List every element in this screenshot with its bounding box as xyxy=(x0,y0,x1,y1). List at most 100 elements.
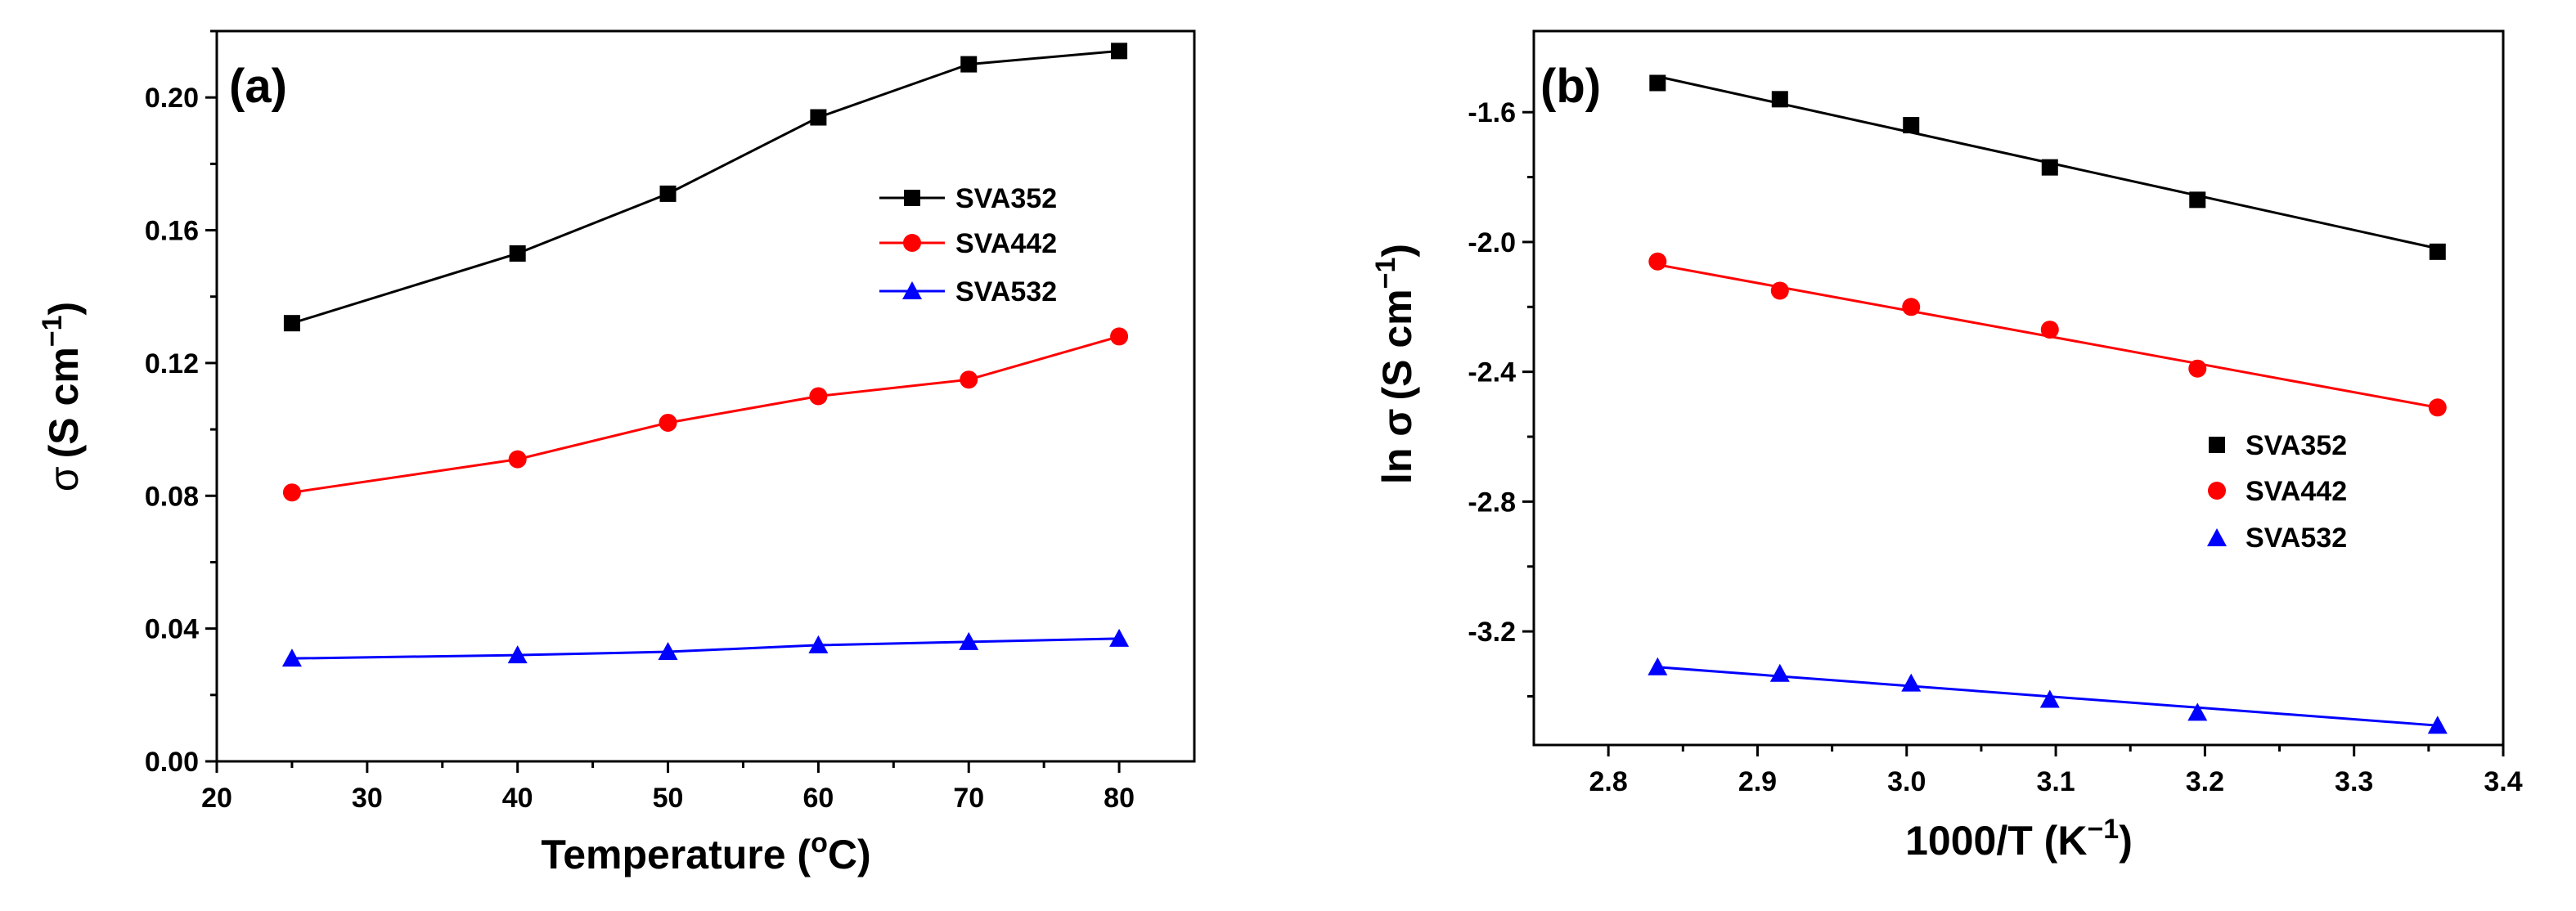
legend-b-sva442-label: SVA442 xyxy=(2246,476,2347,507)
panel-b-x-tick-label-6: 3.4 xyxy=(2484,766,2522,797)
panel-b-series-sva442-point-5 xyxy=(2428,398,2447,417)
panel-a-series-sva352-point-2 xyxy=(659,185,677,202)
panel-b-ylabel-unit: (S cm xyxy=(1374,289,1420,400)
panel-b-xlabel-tail: ) xyxy=(2119,818,2133,864)
panel-a-series-sva442-point-0 xyxy=(282,483,301,502)
panel-a-xlabel-sup: o xyxy=(811,828,828,859)
panel-b-x-tick-label-4: 3.2 xyxy=(2186,766,2224,797)
panel-a-series-sva532-point-2 xyxy=(658,642,678,661)
panel-a-legend: SVA352 SVA442 SVA532 xyxy=(879,183,1057,307)
panel-a-x-tick-label-5: 70 xyxy=(953,783,984,814)
panel-b-series-sva352-point-2 xyxy=(1903,117,1920,134)
panel-a-x-tick-label-3: 50 xyxy=(653,783,684,814)
panel-b-legend: SVA352 SVA442 SVA532 xyxy=(2207,430,2347,554)
panel-b-y-tick-label-0: -1.6 xyxy=(1468,97,1516,128)
legend-b-sva532-label: SVA532 xyxy=(2246,523,2347,554)
panel-b-series-sva352-point-3 xyxy=(2041,159,2058,176)
panel-a-series-sva442-point-4 xyxy=(960,370,978,389)
panel-b-xlabel-sup: −1 xyxy=(2087,814,2119,845)
panel-b-y-tick-label-4: -3.2 xyxy=(1468,617,1516,648)
panel-b-series-sva532-point-3 xyxy=(2039,689,2060,708)
panel-a-series-sva442-point-3 xyxy=(809,387,828,406)
panel-b-x-tick-label-0: 2.8 xyxy=(1589,766,1628,797)
panel-b-ylabel-symbol: ln σ xyxy=(1374,409,1420,485)
panel-a-series-sva352-point-5 xyxy=(1111,43,1128,60)
panel-a-series-sva442-point-1 xyxy=(508,450,527,469)
legend-b-sva442-marker xyxy=(2208,482,2226,500)
panel-b-series-sva532-point-5 xyxy=(2427,716,2448,734)
panel-a-xlabel-tail: C) xyxy=(828,832,871,877)
panel-a-y-tick-label-0: 0.00 xyxy=(145,747,199,778)
panel-a-ylabel-symbol: σ xyxy=(41,466,87,491)
legend-a-sva532-label: SVA532 xyxy=(955,276,1057,307)
panel-a-ylabel-tail: ) xyxy=(41,302,87,316)
panel-b-x-tick-label-2: 3.0 xyxy=(1887,766,1926,797)
legend-b-sva352-marker xyxy=(2209,437,2225,453)
panel-b-series-sva442-point-2 xyxy=(1902,298,1921,316)
panel-a: 20 30 40 50 60 70 80 0.00 0.04 0.08 0.12 0.16 0.20 (… xyxy=(37,29,1196,877)
panel-b-series-sva352-point-1 xyxy=(1771,91,1788,108)
panel-a-y-tick-label-4: 0.16 xyxy=(145,216,199,247)
panel-a-x-tick-label-6: 80 xyxy=(1104,783,1135,814)
panel-a-x-axis-label: Temperature (oC) xyxy=(541,828,870,877)
panel-a-series-sva532-point-1 xyxy=(507,645,528,664)
panel-b-series-sva532-point-0 xyxy=(1648,657,1668,675)
panel-b-x-axis-label: 1000/T (K−1) xyxy=(1905,814,2133,864)
panel-b: 2.8 2.9 3.0 3.1 3.2 3.3 3.4 -1.6 -2.0 -2.4 -2.8 -3.… xyxy=(1370,29,2523,864)
panel-a-y-axis-label: σ (S cm−1) xyxy=(37,302,87,491)
panel-a-series-sva352-point-1 xyxy=(509,245,526,262)
panel-a-series-sva532-point-4 xyxy=(959,631,979,650)
panel-b-ylabel-sup: −1 xyxy=(1370,258,1401,289)
panel-a-y-tick-label-2: 0.08 xyxy=(145,481,199,512)
panel-b-y-tick-label-1: -2.0 xyxy=(1468,227,1516,258)
panel-a-series xyxy=(281,43,1130,667)
panel-b-label: (b) xyxy=(1540,60,1601,113)
panel-b-y-axis-label: ln σ (S cm−1) xyxy=(1370,244,1420,484)
panel-a-y-tick-label-3: 0.12 xyxy=(145,348,199,379)
legend-b-sva532-marker xyxy=(2207,528,2227,546)
panel-a-ticks: 20 30 40 50 60 70 80 0.00 0.04 0.08 0.12 0.16 0.20 xyxy=(145,29,1135,814)
legend-a-sva352-label: SVA352 xyxy=(955,183,1057,214)
panel-b-plot-frame xyxy=(1532,29,2505,747)
panel-a-series-sva352-point-3 xyxy=(810,109,827,126)
legend-a-sva352-marker xyxy=(904,190,920,206)
panel-b-series-sva442-point-4 xyxy=(2188,359,2207,378)
panel-a-x-tick-label-1: 30 xyxy=(352,783,383,814)
legend-a-sva442-marker xyxy=(903,234,921,252)
panel-a-plot-frame xyxy=(215,29,1196,763)
panel-a-x-tick-label-0: 20 xyxy=(201,783,232,814)
panel-b-x-tick-label-5: 3.3 xyxy=(2335,766,2373,797)
panel-b-x-tick-label-3: 3.1 xyxy=(2036,766,2075,797)
panel-a-ylabel-unit: (S cm xyxy=(41,347,87,458)
panel-a-y-tick-label-1: 0.04 xyxy=(145,614,199,645)
panel-b-xlabel-main: 1000/T (K xyxy=(1905,818,2087,864)
panel-a-series-sva532-point-5 xyxy=(1109,628,1130,647)
panel-a-series-sva442-point-2 xyxy=(659,413,677,432)
panel-a-series-sva352-point-0 xyxy=(283,315,300,332)
legend-a-sva532-marker xyxy=(902,281,922,299)
panel-b-x-tick-label-1: 2.9 xyxy=(1738,766,1777,797)
panel-b-series-sva532-point-1 xyxy=(1769,663,1790,682)
panel-a-series-sva532-point-3 xyxy=(808,635,829,653)
panel-b-y-tick-label-2: -2.4 xyxy=(1468,357,1516,388)
panel-b-series-sva532-point-2 xyxy=(1901,673,1922,692)
panel-a-y-tick-label-5: 0.20 xyxy=(145,83,199,114)
panel-a-label: (a) xyxy=(229,60,287,113)
panel-b-series xyxy=(1648,74,2448,734)
panel-a-ylabel-sup: −1 xyxy=(37,315,68,347)
panel-b-series-sva532-point-4 xyxy=(2187,702,2208,721)
panel-b-ticks: 2.8 2.9 3.0 3.1 3.2 3.3 3.4 -1.6 -2.0 -2.4 -2.8 -3.… xyxy=(1468,97,2522,797)
panel-a-x-tick-label-2: 40 xyxy=(502,783,533,814)
panel-b-series-sva442-point-1 xyxy=(1770,281,1789,300)
legend-a-sva442-label: SVA442 xyxy=(955,228,1057,259)
panel-a-x-tick-label-4: 60 xyxy=(802,783,834,814)
panel-b-series-sva352-point-5 xyxy=(2429,243,2446,260)
panel-b-series-sva352-point-4 xyxy=(2189,191,2206,209)
panel-a-series-sva352-line xyxy=(291,49,1120,325)
panel-b-y-tick-label-3: -2.8 xyxy=(1468,487,1516,518)
panel-a-series-sva532-point-0 xyxy=(281,648,302,667)
panel-b-series-sva442-point-0 xyxy=(1648,252,1667,271)
panel-b-series-sva352-point-0 xyxy=(1649,74,1666,92)
